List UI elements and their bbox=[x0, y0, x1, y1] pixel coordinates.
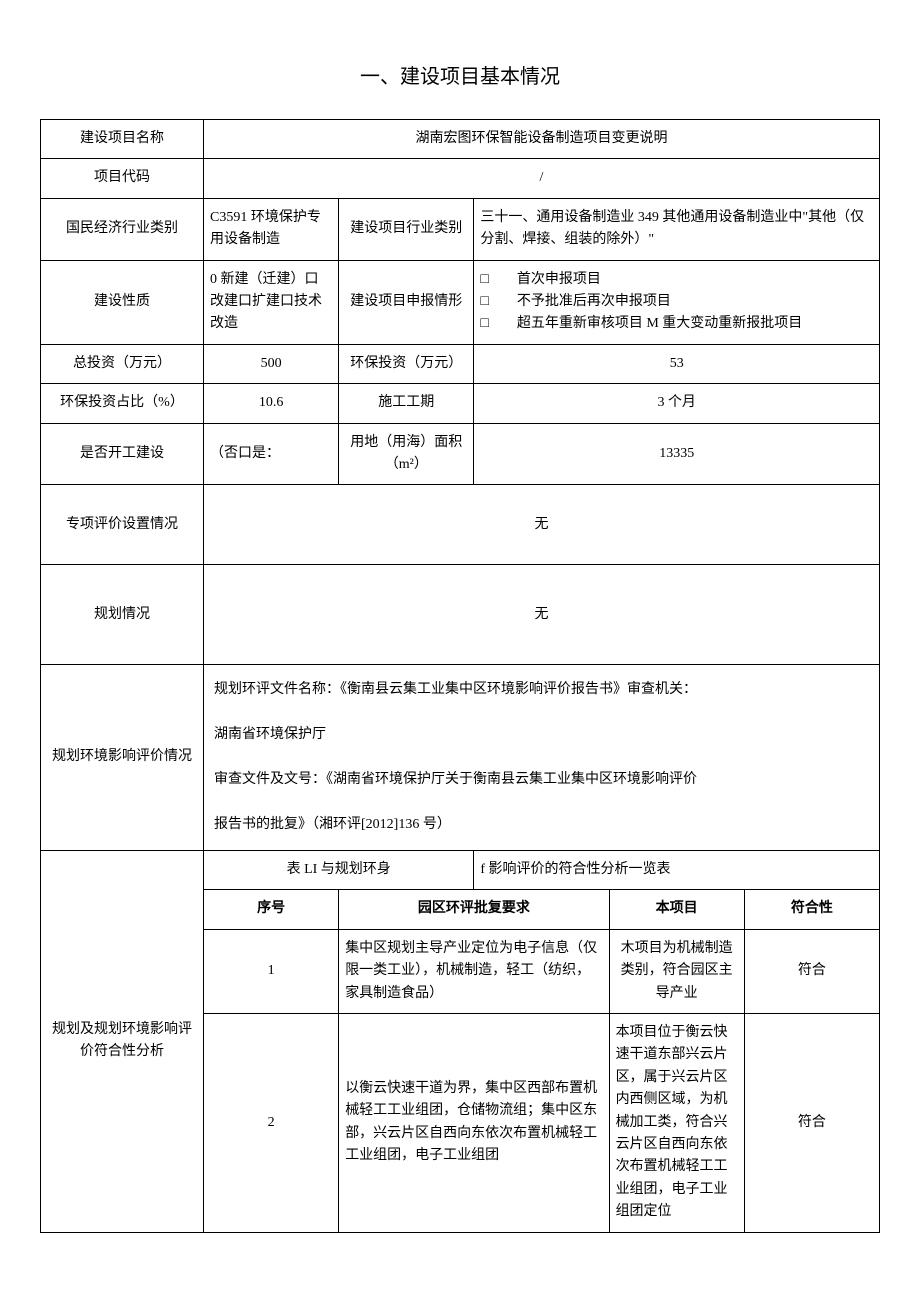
conf-h0: 序号 bbox=[204, 890, 339, 929]
table-row: 1 bbox=[204, 929, 339, 1013]
total-invest-value: 500 bbox=[204, 344, 339, 383]
declare-type-value: □ 首次申报项目 □ 不予批准后再次申报项目 □ 超五年重新审核项目 M 重大变… bbox=[474, 260, 880, 344]
page-title: 一、建设项目基本情况 bbox=[40, 60, 880, 89]
plan-env-eval-value: 规划环评文件名称：《衡南县云集工业集中区环境影响评价报告书》审查机关： 湖南省环… bbox=[204, 665, 880, 851]
special-eval-label: 专项评价设置情况 bbox=[41, 485, 204, 565]
conf-h1: 园区环评批复要求 bbox=[339, 890, 609, 929]
env-invest-label: 环保投资（万元） bbox=[339, 344, 474, 383]
table-row: 集中区规划主导产业定位为电子信息（仅限一类工业），机械制造，轻工（纺织，家具制造… bbox=[339, 929, 609, 1013]
table-row: 以衡云快速干道为界，集中区西部布置机械轻工工业组团，仓储物流组；集中区东部，兴云… bbox=[339, 1013, 609, 1232]
table-row: 木项目为机械制造类别，符合园区主导产业 bbox=[609, 929, 744, 1013]
project-name-value: 湖南宏图环保智能设备制造项目变更说明 bbox=[204, 120, 880, 159]
conformity-caption-left: 表 LI 与规划环身 bbox=[204, 851, 474, 890]
table-row: 符合 bbox=[744, 929, 879, 1013]
build-nature-value: 0 新建（迁建）口改建口扩建口技术改造 bbox=[204, 260, 339, 344]
env-ratio-label: 环保投资占比（%） bbox=[41, 384, 204, 423]
table-row: 本项目位于衡云快速干道东部兴云片区，属于兴云片区内西侧区域，为机械加工类，符合兴… bbox=[609, 1013, 744, 1232]
started-label: 是否开工建设 bbox=[41, 423, 204, 485]
industry-class-value: C3591 环境保护专用设备制造 bbox=[204, 198, 339, 260]
project-name-label: 建设项目名称 bbox=[41, 120, 204, 159]
period-label: 施工工期 bbox=[339, 384, 474, 423]
conformity-caption-right: f 影响评价的符合性分析一览表 bbox=[474, 851, 880, 890]
env-ratio-value: 10.6 bbox=[204, 384, 339, 423]
conf-h3: 符合性 bbox=[744, 890, 879, 929]
table-row: 符合 bbox=[744, 1013, 879, 1232]
land-area-value: 13335 bbox=[474, 423, 880, 485]
plan-env-eval-label: 规划环境影响评价情况 bbox=[41, 665, 204, 851]
build-nature-label: 建设性质 bbox=[41, 260, 204, 344]
started-value: （否口是： bbox=[204, 423, 339, 485]
planning-value: 无 bbox=[204, 565, 880, 665]
total-invest-label: 总投资（万元） bbox=[41, 344, 204, 383]
project-code-value: / bbox=[204, 159, 880, 198]
planning-label: 规划情况 bbox=[41, 565, 204, 665]
project-code-label: 项目代码 bbox=[41, 159, 204, 198]
main-table: 建设项目名称 湖南宏图环保智能设备制造项目变更说明 项目代码 / 国民经济行业类… bbox=[40, 119, 880, 1233]
conformity-label: 规划及规划环境影响评价符合性分析 bbox=[41, 851, 204, 1232]
table-row: 2 bbox=[204, 1013, 339, 1232]
special-eval-value: 无 bbox=[204, 485, 880, 565]
industry-class-label: 国民经济行业类别 bbox=[41, 198, 204, 260]
period-value: 3 个月 bbox=[474, 384, 880, 423]
declare-type-label: 建设项目申报情形 bbox=[339, 260, 474, 344]
env-invest-value: 53 bbox=[474, 344, 880, 383]
land-area-label: 用地（用海）面积（m²） bbox=[339, 423, 474, 485]
build-industry-label: 建设项目行业类别 bbox=[339, 198, 474, 260]
build-industry-value: 三十一、通用设备制造业 349 其他通用设备制造业中"其他（仅分割、焊接、组装的… bbox=[474, 198, 880, 260]
conf-h2: 本项目 bbox=[609, 890, 744, 929]
